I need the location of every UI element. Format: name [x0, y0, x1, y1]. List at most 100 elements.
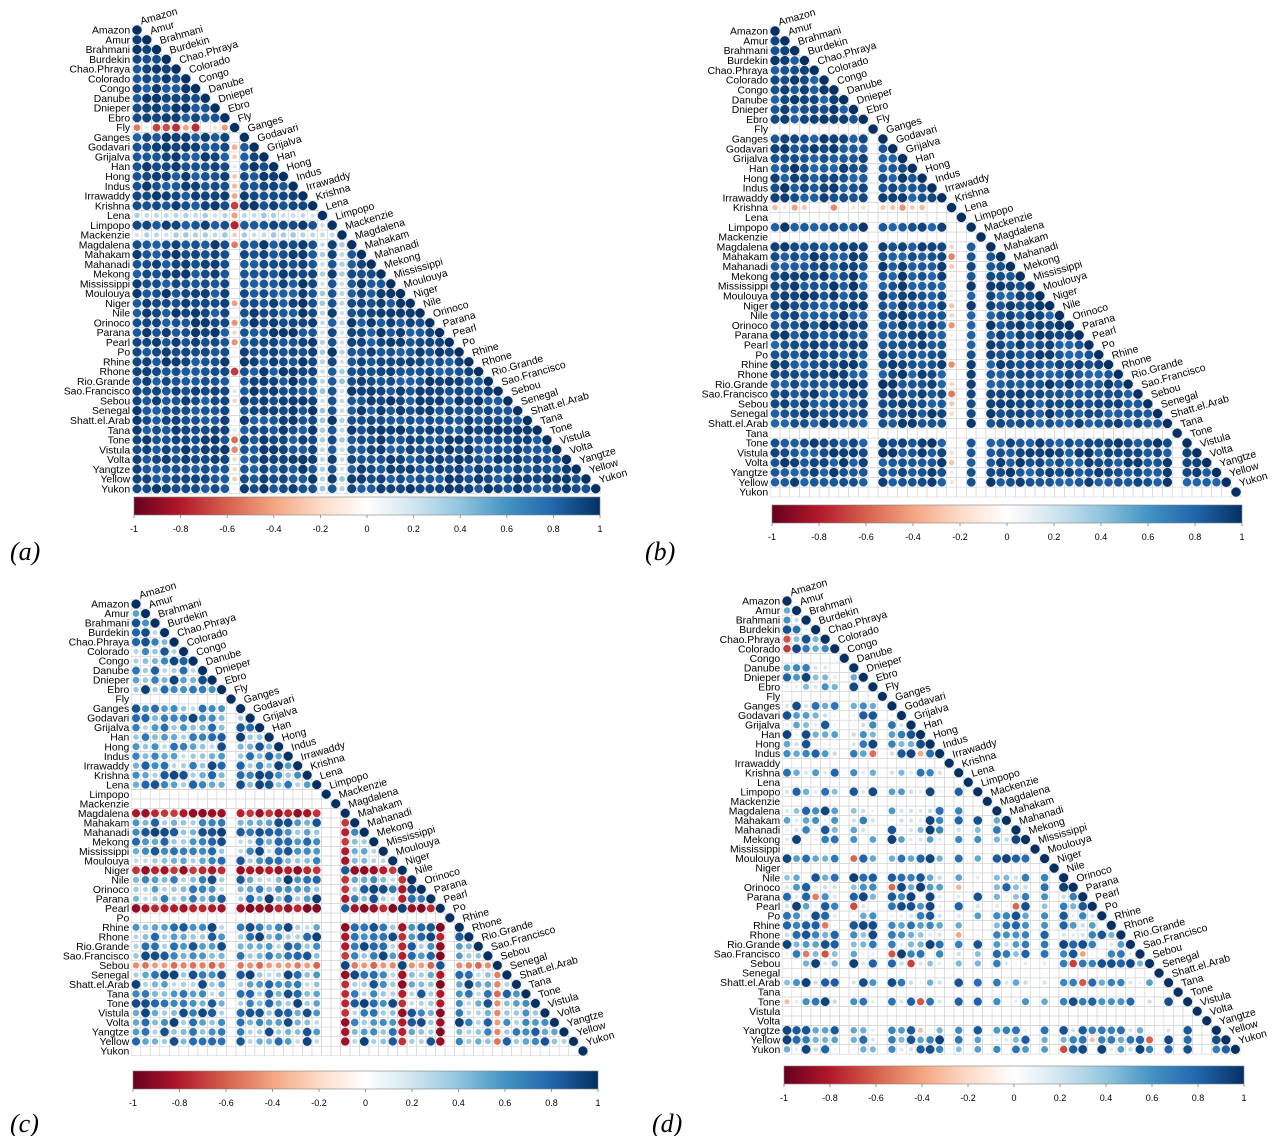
corr-circle-Yangtze-Irrawaddy	[298, 464, 308, 474]
matrix-cell	[1162, 428, 1173, 439]
corr-circle-Ganges-Dnieper	[210, 133, 220, 142]
matrix-cell	[995, 486, 1006, 498]
matrix-cell	[178, 798, 189, 809]
corr-circle-Sebou-Danube	[201, 396, 210, 406]
matrix-cell	[936, 231, 947, 243]
corr-circle-Senegal-Sebou	[503, 406, 513, 415]
corr-circle-Mackenzie-Grijalva	[261, 232, 267, 238]
corr-circle-Yellow-Mekong	[376, 474, 386, 484]
corr-circle-Limpopo-Grijalva	[898, 222, 907, 232]
corr-circle-Orinoco-Krishna	[948, 322, 955, 329]
corr-circle-Limpopo-Indus	[288, 220, 298, 230]
corr-circle-Danube-Burdekin	[161, 93, 171, 103]
corr-circle-Lena-Hong	[281, 213, 286, 218]
corr-circle-Tana-Tana	[532, 425, 542, 435]
corr-circle-Krishna-Irrawaddy	[298, 201, 308, 211]
matrix-cell	[197, 798, 208, 809]
corr-circle-Po-Han	[269, 347, 279, 357]
corr-circle-Mahakam-Ganges	[878, 252, 888, 262]
corr-circle-Tone-Han	[907, 438, 917, 448]
corr-circle-Mekong-Han	[908, 271, 917, 281]
row-label: Hong	[105, 172, 130, 183]
corr-circle-Orinoco-Mississippi	[1025, 321, 1035, 330]
corr-circle-Sao.Francisco-Orinoco	[1064, 389, 1074, 399]
corr-circle-Sebou-Pearl	[445, 396, 454, 406]
corr-circle-Tana-Indus	[288, 425, 298, 435]
corr-circle-Ganges-Congo	[829, 134, 839, 144]
corr-circle-Rhine-Han	[269, 357, 279, 367]
corr-circle-Sebou-Niger	[1045, 399, 1055, 409]
corr-circle-Dnieper-Chao.Phraya	[171, 103, 181, 113]
corr-circle-Danube-Congo	[191, 93, 200, 103]
corr-circle-Sao.Francisco-Lena	[319, 388, 326, 395]
corr-circle-Yellow-Chao.Phraya	[171, 474, 181, 484]
corr-circle-Yellow-Po	[1094, 477, 1103, 487]
corr-circle-Sebou-Amur	[142, 396, 152, 406]
corr-circle-Ebro-Ebro	[220, 113, 230, 123]
corr-circle-Moulouya-Krishna	[949, 294, 954, 298]
corr-circle-Fly-Burdekin	[162, 123, 171, 132]
corr-circle-Shatt.el.Arab-Sebou	[1143, 419, 1153, 428]
corr-circle-Rhone-Mackenzie	[339, 368, 345, 375]
matrix-cell	[789, 123, 800, 135]
corr-circle-Yellow-Dnieper	[210, 474, 220, 484]
row-label: Vistula	[99, 445, 130, 456]
corr-circle-Mackenzie-Krishna	[310, 232, 316, 238]
corr-circle-Mahanadi-Indus	[927, 262, 937, 271]
corr-circle-Yellow-Congo	[829, 477, 839, 487]
corr-circle-Sebou-Magdalena	[986, 399, 996, 409]
corr-circle-Vistula-Congo	[191, 445, 200, 455]
corr-circle-Mahakam-Magdalena	[986, 252, 996, 262]
corr-circle-Danube-Chao.Phraya	[809, 95, 819, 105]
corr-circle-Sao.Francisco-Mekong	[1015, 389, 1025, 399]
corr-circle-Volta-Sebou	[1143, 458, 1153, 467]
corr-circle-Volta-Mekong	[376, 455, 386, 464]
corr-circle-Mahakam-Dnieper	[210, 249, 220, 259]
matrix-cell	[149, 694, 161, 705]
corr-circle-Senegal-Moulouya	[1035, 409, 1045, 418]
corr-circle-Vistula-Colorado	[181, 445, 191, 455]
corr-circle-Sao.Francisco-Chao.Phraya	[809, 389, 819, 399]
corr-circle-Fly-Congo	[191, 123, 200, 132]
corr-circle-Rio.Grande-Magdalena	[986, 379, 996, 389]
matrix-cell	[965, 486, 977, 498]
corr-circle-Limpopo-Han	[269, 220, 279, 230]
corr-circle-Pearl-Han	[269, 337, 279, 347]
corr-circle-Yangtze-Grijalva	[259, 464, 269, 474]
matrix-cell	[789, 486, 800, 498]
corr-circle-Shatt.el.Arab-Sao.Francisco	[493, 415, 503, 425]
corr-circle-Volta-Mackenzie	[339, 457, 345, 462]
corr-circle-Vistula-Lena	[319, 447, 325, 453]
corr-circle-Orinoco-Godavari	[888, 321, 897, 330]
corr-circle-Yangtze-Ebro	[858, 468, 868, 477]
corr-circle-Sao.Francisco-Hong	[278, 386, 288, 396]
corr-circle-Grijalva-Congo	[829, 154, 839, 163]
matrix-cell	[1122, 486, 1134, 498]
corr-circle-Mekong-Mackenzie	[339, 271, 345, 277]
corr-circle-Orinoco-Amur	[142, 318, 152, 328]
matrix-cell	[867, 320, 879, 331]
corr-circle-Vistula-Godavari	[249, 445, 259, 454]
corr-circle-Yangtze-Hong	[278, 464, 288, 474]
corr-circle-Po-Godavari	[249, 347, 259, 357]
corr-circle-Yangtze-Mississippi	[386, 464, 396, 474]
corr-circle-Irrawaddy-Danube	[839, 193, 849, 203]
corr-circle-Volta-Amur	[780, 458, 790, 468]
corr-circle-Pearl-Irrawaddy	[937, 340, 947, 350]
corr-circle-Sebou-Amazon	[770, 399, 780, 409]
corr-circle-Mahakam-Han	[907, 252, 917, 262]
corr-circle-Irrawaddy-Hong	[917, 193, 927, 203]
corr-circle-Nile-Chao.Phraya	[809, 311, 819, 320]
corr-circle-Sebou-Burdekin	[161, 396, 171, 406]
corr-circle-Hong-Amur	[780, 173, 790, 183]
corr-circle-Shatt.el.Arab-Indus	[288, 415, 298, 425]
corr-circle-Volta-Parana	[1074, 458, 1084, 467]
corr-circle-Rio.Grande-Rhone	[1114, 379, 1123, 389]
corr-circle-Mahanadi-Ebro	[858, 262, 868, 271]
matrix-cell	[235, 798, 246, 809]
corr-circle-Ebro-Congo	[829, 114, 839, 124]
corr-circle-Vistula-Hong	[278, 445, 288, 455]
corr-circle-Volta-Brahmani	[790, 458, 800, 468]
corr-circle-Yangtze-Mekong	[376, 464, 386, 474]
corr-circle-Niger-Limpopo	[327, 298, 337, 308]
